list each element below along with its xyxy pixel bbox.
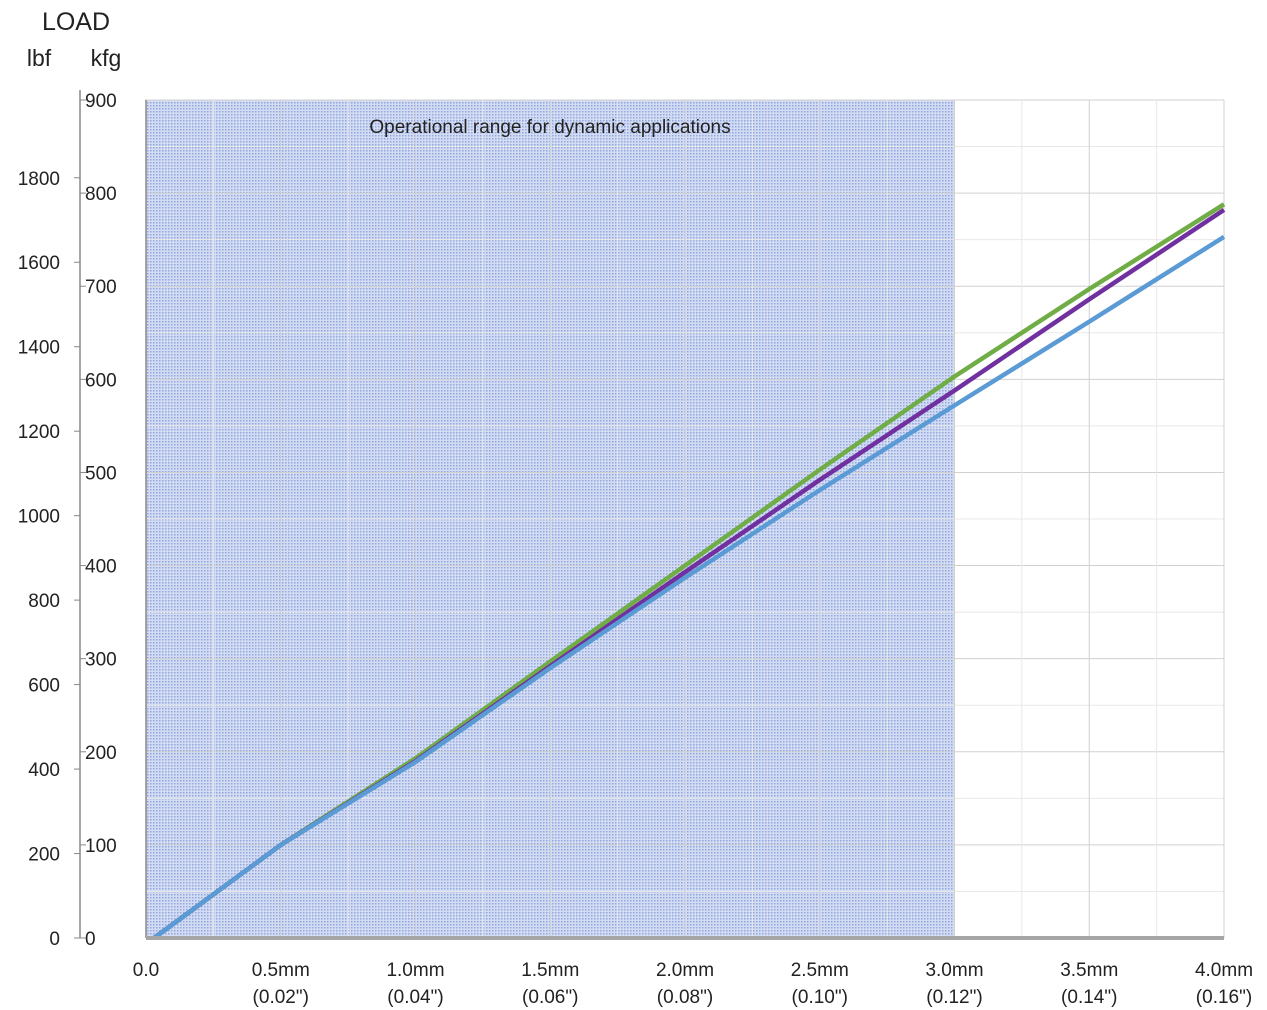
x-tick-sublabel: (0.08") [657,987,713,1008]
x-tick-label: 4.0mm [1195,960,1253,981]
y-tick-label-kgf: 800 [85,184,117,205]
y-axis-title: LOAD [42,8,110,36]
y-tick-label-lbf: 400 [28,760,60,781]
y-units-left: lbf [27,45,52,71]
y-tick-label-kgf: 600 [85,370,117,391]
y-tick-label-lbf: 1200 [18,422,60,443]
y-tick-label-lbf: 800 [28,591,60,612]
x-tick-sublabel: (0.12") [926,987,982,1008]
x-tick-label: 3.0mm [925,960,983,981]
annotation-operational-range: Operational range for dynamic applicatio… [369,117,730,138]
y-tick-label-lbf: 1000 [18,507,60,528]
y-tick-label-kgf: 500 [85,463,117,484]
x-tick-label: 0.5mm [252,960,310,981]
tick-labels: 0 100 200 300 400 500 600 700 800 900 0 200 400 600 80… [18,91,1253,1008]
y-tick-label-kgf: 300 [85,650,117,671]
x-tick-sublabel: (0.16") [1196,987,1252,1008]
y-tick-label-lbf: 1600 [18,253,60,274]
series-lines [146,202,1226,940]
x-tick-sublabel: (0.02") [253,987,309,1008]
x-tick-label: 1.5mm [521,960,579,981]
x-tick-sublabel: (0.04") [387,987,443,1008]
x-tick-sublabel: (0.14") [1061,987,1117,1008]
x-tick-label: 3.5mm [1060,960,1118,981]
x-tick-label: 0.0 [133,960,159,981]
x-tick-label: 2.0mm [656,960,714,981]
x-tick-sublabel: (0.06") [522,987,578,1008]
series-line-3 [152,234,1226,940]
y-tick-label-kgf: 100 [85,836,117,857]
y-tick-label-lbf: 0 [49,929,60,950]
y-tick-label-kgf: 700 [85,277,117,298]
y-units-right: kfg [91,45,122,71]
x-tick-label: 1.0mm [386,960,444,981]
x-tick-sublabel: (0.10") [792,987,848,1008]
x-tick-label: 2.5mm [791,960,849,981]
y-tick-label-kgf: 400 [85,557,117,578]
y-tick-label-kgf: 200 [85,743,117,764]
y-tick-label-lbf: 200 [28,845,60,866]
y-tick-label-lbf: 1800 [18,169,60,190]
y-tick-label-lbf: 1400 [18,338,60,359]
y-tick-label-kgf: 0 [85,929,96,950]
y-tick-label-kgf: 900 [85,91,117,112]
y-tick-label-lbf: 600 [28,676,60,697]
